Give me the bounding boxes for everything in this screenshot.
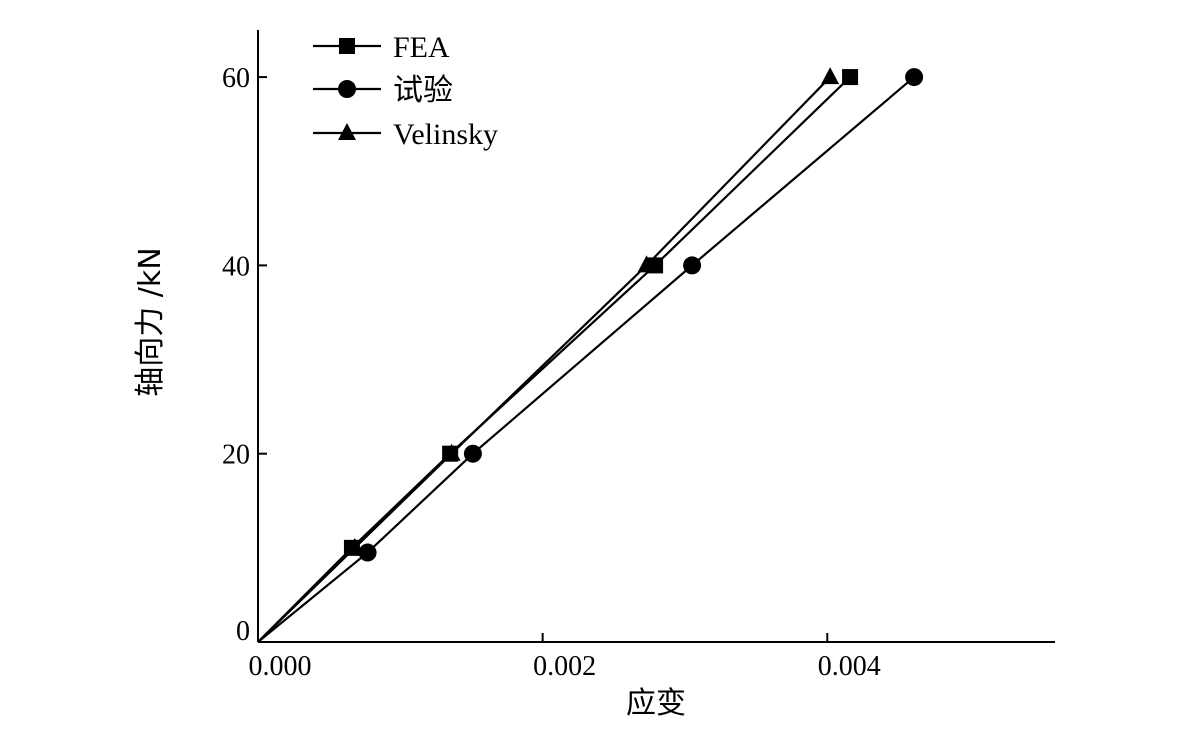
triangle-marker [338, 123, 356, 140]
circle-marker [905, 68, 924, 87]
y-tick-label: 0 [236, 616, 250, 647]
y-ticks: 0 20 40 60 [222, 63, 267, 647]
y-tick-label: 40 [222, 251, 250, 282]
y-axis-title: 轴向力 /kN [133, 247, 168, 396]
triangle-marker [442, 443, 461, 461]
circle-marker [338, 80, 356, 98]
triangle-marker [821, 67, 840, 85]
y-tick-label: 60 [222, 63, 250, 94]
legend-entry: Velinsky [313, 118, 498, 151]
square-marker [842, 69, 859, 86]
series-line [257, 76, 851, 643]
triangle-marker [345, 537, 364, 555]
series-layer [257, 67, 924, 643]
circle-marker [683, 256, 702, 275]
x-tick-label: 0.000 [249, 651, 312, 682]
circle-marker [463, 444, 482, 463]
x-ticks: 0.000 0.002 0.004 [249, 633, 881, 682]
square-marker [339, 38, 355, 54]
series-line [257, 76, 915, 643]
legend-entry: FEA [313, 31, 450, 64]
y-tick-label: 20 [222, 440, 250, 471]
legend-label: 试验 [393, 74, 453, 107]
x-tick-label: 0.004 [818, 651, 881, 682]
x-axis-title: 应变 [626, 686, 686, 721]
legend-label: FEA [393, 31, 450, 64]
legend-entry: 试验 [313, 74, 453, 107]
circle-marker [358, 543, 377, 562]
legend: FEA 试验 Velinsky [313, 31, 498, 151]
axes [257, 30, 1055, 643]
triangle-marker [637, 255, 656, 273]
legend-label: Velinsky [393, 118, 498, 151]
x-tick-label: 0.002 [533, 651, 596, 682]
series-square [257, 69, 859, 643]
series-line [257, 76, 831, 643]
series-triangle [257, 67, 840, 643]
series-circle [257, 68, 924, 643]
